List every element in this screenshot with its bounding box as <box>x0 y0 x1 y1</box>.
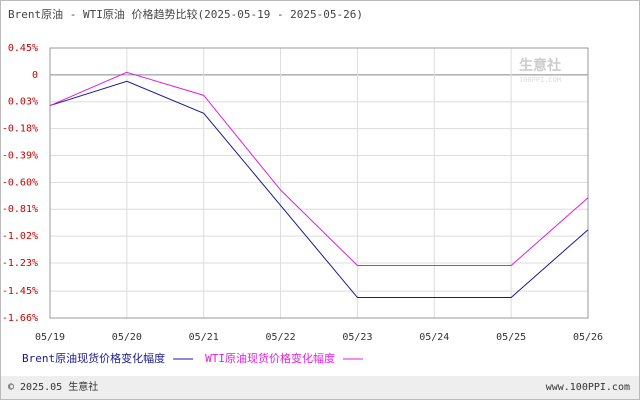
legend-label: WTI原油现货价格变化幅度 <box>205 351 335 365</box>
y-tick-label: -0.39% <box>2 150 38 161</box>
y-tick-label: 0.03% <box>8 97 38 108</box>
y-tick-label: -1.45% <box>2 286 38 297</box>
y-tick-label: -1.23% <box>2 258 38 269</box>
y-tick-label: -0.81% <box>2 204 38 215</box>
y-tick-label: -1.66% <box>2 313 38 324</box>
plot-border <box>49 47 589 319</box>
watermark: 生意社 <box>519 57 561 74</box>
legend-label: Brent原油现货价格变化幅度 <box>22 351 165 365</box>
x-tick-label: 05/26 <box>573 332 603 343</box>
x-tick-label: 05/22 <box>266 332 296 343</box>
x-tick-label: 05/20 <box>112 332 142 343</box>
series-line <box>49 71 589 267</box>
watermark-sub: 100PPI.COM <box>519 76 561 84</box>
footer-left: © 2025.05 生意社 <box>8 380 98 393</box>
y-tick-label: 0 <box>32 70 38 81</box>
x-tick-label: 05/24 <box>419 332 449 343</box>
y-tick-label: -0.60% <box>2 177 38 188</box>
x-tick-label: 05/23 <box>342 332 372 343</box>
x-tick-label: 05/21 <box>189 332 219 343</box>
y-tick-label: 0.45% <box>8 43 38 54</box>
x-tick-label: 05/25 <box>496 332 526 343</box>
series-line <box>49 80 589 299</box>
y-tick-label: -0.18% <box>2 124 38 135</box>
footer-right: www.100PPI.com <box>546 382 630 393</box>
y-tick-label: -1.02% <box>2 231 38 242</box>
footer-bg <box>1 376 639 399</box>
chart-title: Brent原油 - WTI原油 价格趋势比较(2025-05-19 - 2025… <box>8 7 363 21</box>
x-tick-label: 05/19 <box>35 332 65 343</box>
